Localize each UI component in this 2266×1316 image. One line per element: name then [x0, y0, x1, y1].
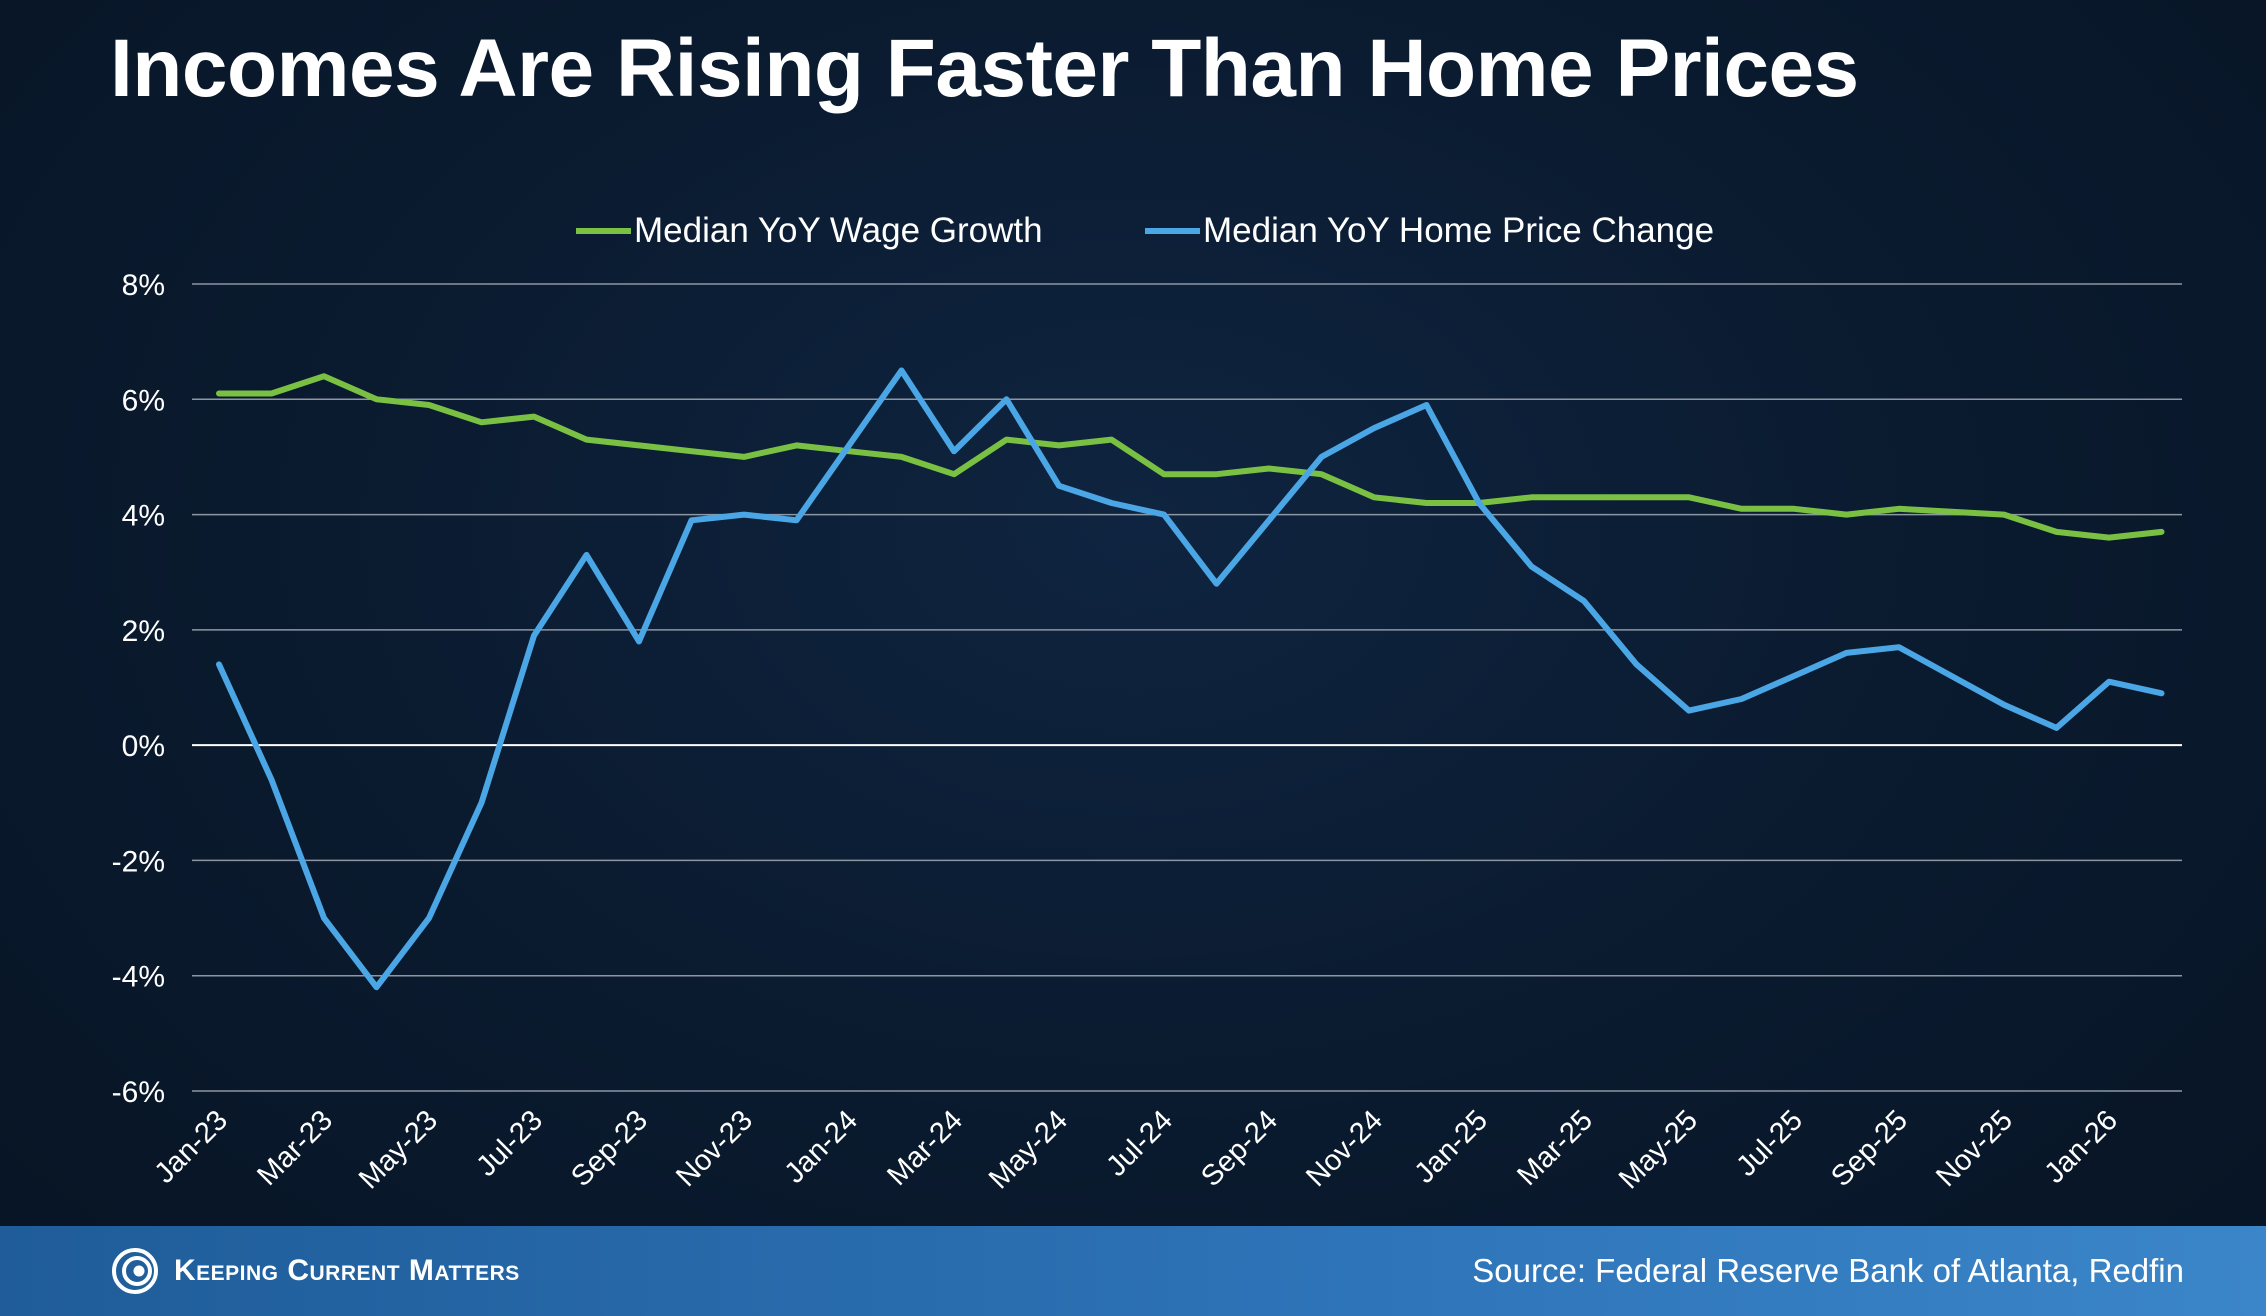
- x-tick-label: May-25: [1613, 1104, 1704, 1195]
- page-title: Incomes Are Rising Faster Than Home Pric…: [110, 23, 1859, 114]
- x-tick-label: Sep-23: [565, 1104, 654, 1193]
- wage-growth-line: [216, 373, 2165, 541]
- x-tick-label: Jan-26: [2039, 1104, 2124, 1189]
- legend-label-wage: Median YoY Wage Growth: [634, 211, 1043, 250]
- line-chart: 8% 6% 4% 2% 0% -2% -4% -6% Jan-23 Mar-23 May-23 Ju…: [112, 211, 2182, 1195]
- y-tick-label: -2%: [112, 845, 165, 878]
- x-tick-label: May-24: [983, 1104, 1074, 1195]
- y-tick-label: 8%: [122, 269, 165, 302]
- home-price-line: [216, 367, 2165, 991]
- x-tick-label: Jul-25: [1730, 1104, 1808, 1182]
- y-tick-label: 4%: [122, 500, 165, 533]
- x-tick-label: Nov-24: [1300, 1104, 1389, 1193]
- y-tick-label: 0%: [122, 730, 165, 763]
- legend: Median YoY Wage Growth Median YoY Home Pr…: [576, 211, 1714, 250]
- y-tick-label: 2%: [122, 615, 165, 648]
- x-tick-label: Mar-23: [251, 1104, 339, 1192]
- legend-label-home: Median YoY Home Price Change: [1203, 211, 1714, 250]
- x-axis-labels: Jan-23 Mar-23 May-23 Jul-23 Sep-23 Nov-23 Jan-…: [149, 1104, 2124, 1195]
- x-tick-label: Jan-24: [779, 1104, 864, 1189]
- footer-bar: Keeping Current Matters Source: Federal …: [0, 1226, 2266, 1316]
- x-tick-label: Jan-25: [1409, 1104, 1494, 1189]
- x-tick-label: Jul-23: [470, 1104, 548, 1182]
- series-lines: [216, 367, 2165, 991]
- x-tick-label: May-23: [353, 1104, 444, 1195]
- y-tick-label: -6%: [112, 1076, 165, 1109]
- source-note: Source: Federal Reserve Bank of Atlanta,…: [1472, 1252, 2184, 1289]
- y-tick-label: -4%: [112, 961, 165, 994]
- kcm-logo-icon: [112, 1248, 158, 1294]
- y-tick-label: 6%: [122, 384, 165, 417]
- x-tick-label: Mar-24: [881, 1104, 969, 1192]
- x-tick-label: Nov-25: [1930, 1104, 2019, 1193]
- x-tick-label: Jul-24: [1100, 1104, 1178, 1182]
- grid-lines: [192, 283, 2182, 1092]
- y-axis-labels: 8% 6% 4% 2% 0% -2% -4% -6%: [112, 269, 165, 1109]
- x-tick-label: Nov-23: [670, 1104, 759, 1193]
- x-tick-label: Sep-24: [1195, 1104, 1284, 1193]
- brand-name: Keeping Current Matters: [174, 1254, 520, 1287]
- x-tick-label: Mar-25: [1511, 1104, 1599, 1192]
- brand-logo: Keeping Current Matters: [110, 1246, 520, 1296]
- x-tick-label: Sep-25: [1825, 1104, 1914, 1193]
- x-tick-label: Jan-23: [149, 1104, 234, 1189]
